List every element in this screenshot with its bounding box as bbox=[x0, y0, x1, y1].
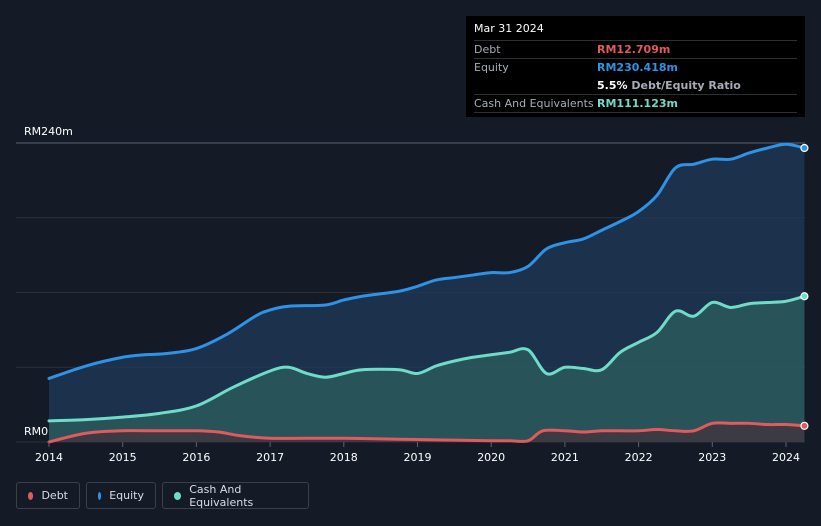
tooltip-debt-value: RM12.709m bbox=[597, 43, 671, 56]
tooltip-ratio: 5.5% Debt/Equity Ratio bbox=[597, 77, 741, 94]
legend-item-cash[interactable]: Cash And Equivalents bbox=[162, 482, 309, 509]
series-lines bbox=[47, 142, 806, 444]
equity-dot-icon bbox=[98, 491, 102, 500]
x-tick-label: 2017 bbox=[256, 451, 284, 464]
chart-legend: Debt Equity Cash And Equivalents bbox=[16, 482, 309, 511]
tooltip-cash-value: RM111.123m bbox=[597, 97, 678, 110]
equity-line bbox=[47, 142, 806, 380]
debt-line bbox=[47, 421, 806, 444]
cash-and-equivalents-end-marker bbox=[800, 292, 809, 301]
tooltip-equity-label: Equity bbox=[474, 61, 509, 74]
x-tick-label: 2015 bbox=[109, 451, 137, 464]
cash-and-equivalents-line bbox=[47, 294, 806, 423]
x-tick-label: 2014 bbox=[35, 451, 63, 464]
cash-and-equivalents-area bbox=[49, 296, 805, 442]
chart-tooltip: Mar 31 2024 Debt RM12.709m Equity RM230.… bbox=[466, 16, 805, 117]
tooltip-row-ratio: 5.5% Debt/Equity Ratio bbox=[474, 76, 797, 94]
x-axis-ticks: 2014 2015 2016 2017 2018 2019 2020 2021 2022 2023… bbox=[35, 442, 800, 464]
x-tick-label: 2022 bbox=[625, 451, 653, 464]
x-tick-label: 2020 bbox=[477, 451, 505, 464]
x-tick-label: 2018 bbox=[330, 451, 358, 464]
y-tick-label-top: RM240m bbox=[24, 125, 73, 138]
y-tick-label-bottom: RM0 bbox=[24, 425, 48, 438]
x-tick-label: 2021 bbox=[551, 451, 579, 464]
debt-end-marker bbox=[800, 421, 809, 430]
legend-cash-label: Cash And Equivalents bbox=[189, 482, 254, 509]
debt-dot-icon bbox=[28, 491, 34, 500]
tooltip-ratio-value: 5.5% bbox=[597, 79, 628, 92]
tooltip-date: Mar 31 2024 bbox=[474, 22, 544, 35]
cash-dot-icon bbox=[174, 491, 182, 500]
tooltip-row-cash: Cash And Equivalents RM111.123m bbox=[474, 94, 797, 113]
tooltip-debt-label: Debt bbox=[474, 43, 501, 56]
series-end-markers bbox=[800, 143, 809, 430]
x-tick-label: 2024 bbox=[772, 451, 800, 464]
legend-debt-label: Debt bbox=[41, 489, 68, 502]
legend-item-debt[interactable]: Debt bbox=[16, 482, 80, 509]
tooltip-row-debt: Debt RM12.709m bbox=[474, 40, 797, 58]
series-areas bbox=[49, 144, 805, 442]
debt-area bbox=[49, 422, 805, 442]
x-tick-label: 2023 bbox=[698, 451, 726, 464]
x-tick-label: 2016 bbox=[182, 451, 210, 464]
tooltip-cash-label: Cash And Equivalents bbox=[474, 97, 594, 110]
tooltip-equity-value: RM230.418m bbox=[597, 61, 678, 74]
legend-equity-label: Equity bbox=[109, 489, 144, 502]
x-tick-label: 2019 bbox=[404, 451, 432, 464]
tooltip-ratio-label: Debt/Equity Ratio bbox=[631, 79, 741, 92]
legend-item-equity[interactable]: Equity bbox=[86, 482, 156, 509]
equity-end-marker bbox=[800, 143, 809, 153]
tooltip-row-equity: Equity RM230.418m bbox=[474, 58, 797, 76]
